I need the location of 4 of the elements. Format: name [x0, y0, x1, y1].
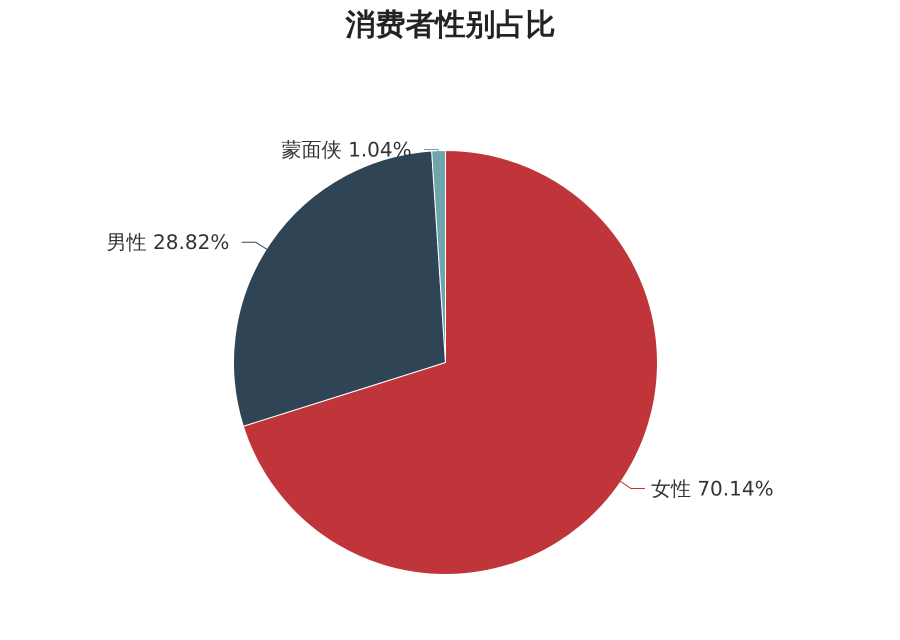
chart-title: 消费者性别占比 [344, 8, 556, 42]
slice-label: 女性 70.14% [650, 476, 774, 501]
slice-label: 蒙面侠 1.04% [282, 138, 412, 162]
slice-label: 男性 28.82% [106, 230, 230, 254]
